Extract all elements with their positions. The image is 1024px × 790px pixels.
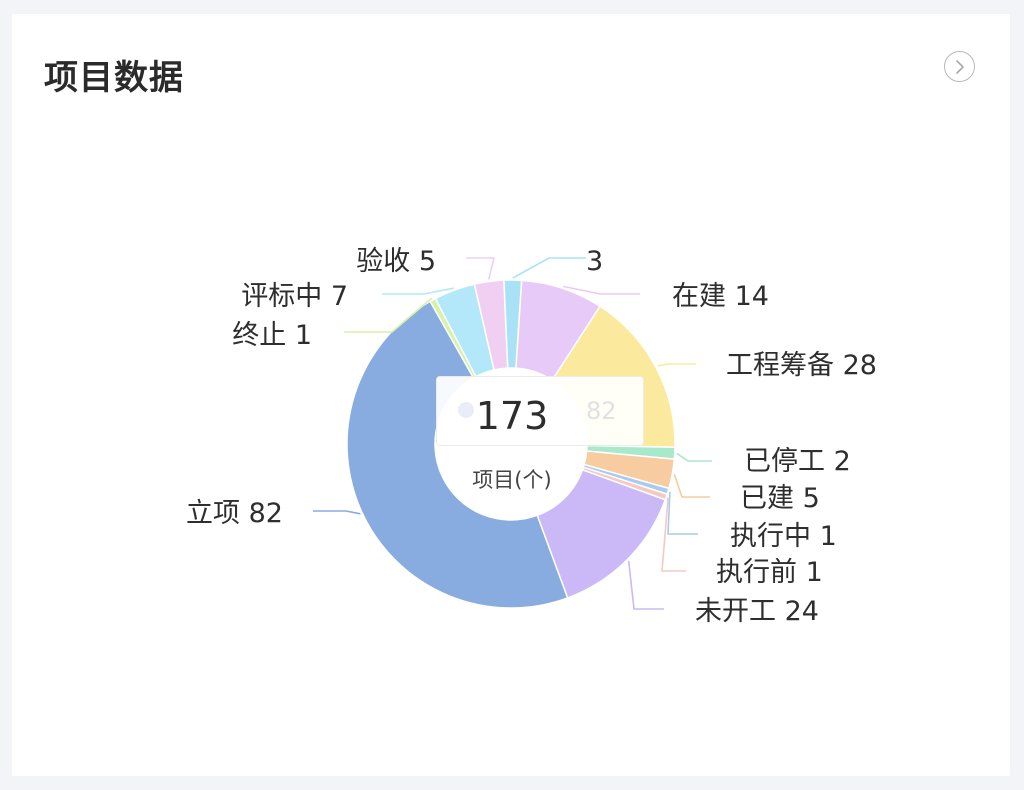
slice-label-2: 工程筹备 28 [726,350,877,381]
leader-line-0 [512,257,586,279]
tooltip-value: 82 [586,397,617,425]
slice-label-3: 已停工 2 [744,446,851,477]
center-unit: 项目(个) [472,468,552,492]
center-total: 173 [475,394,549,438]
card-title: 项目数据 [44,58,184,98]
slice-label-9: 终止 1 [232,320,312,351]
slice-label-7: 未开工 24 [695,596,819,627]
slice-label-1: 在建 14 [672,281,769,312]
leader-line-7 [627,560,664,610]
leader-line-8 [313,510,361,515]
chevron-right-circle-icon[interactable] [944,51,975,82]
slice-label-11: 验收 5 [356,246,436,277]
leader-line-3 [676,452,712,462]
leader-line-6 [661,497,686,572]
donut-slice-8[interactable] [346,300,569,609]
tooltip-marker [458,402,474,418]
slice-label-4: 已建 5 [740,483,820,514]
leader-line-4 [673,474,710,498]
slice-label-5: 执行中 1 [730,521,837,552]
leader-line-11 [466,257,496,280]
leader-line-1 [562,285,640,295]
leader-line-10 [382,287,454,295]
slice-label-10: 评标中 7 [241,281,348,312]
slice-label-8: 立项 82 [186,498,283,529]
slice-label-6: 执行前 1 [716,557,823,588]
leader-line-9 [344,297,433,333]
donut-slice-11[interactable] [473,279,509,371]
slice-label-0: 3 [586,246,603,277]
leader-line-5 [667,491,698,535]
leader-line-2 [657,363,696,367]
